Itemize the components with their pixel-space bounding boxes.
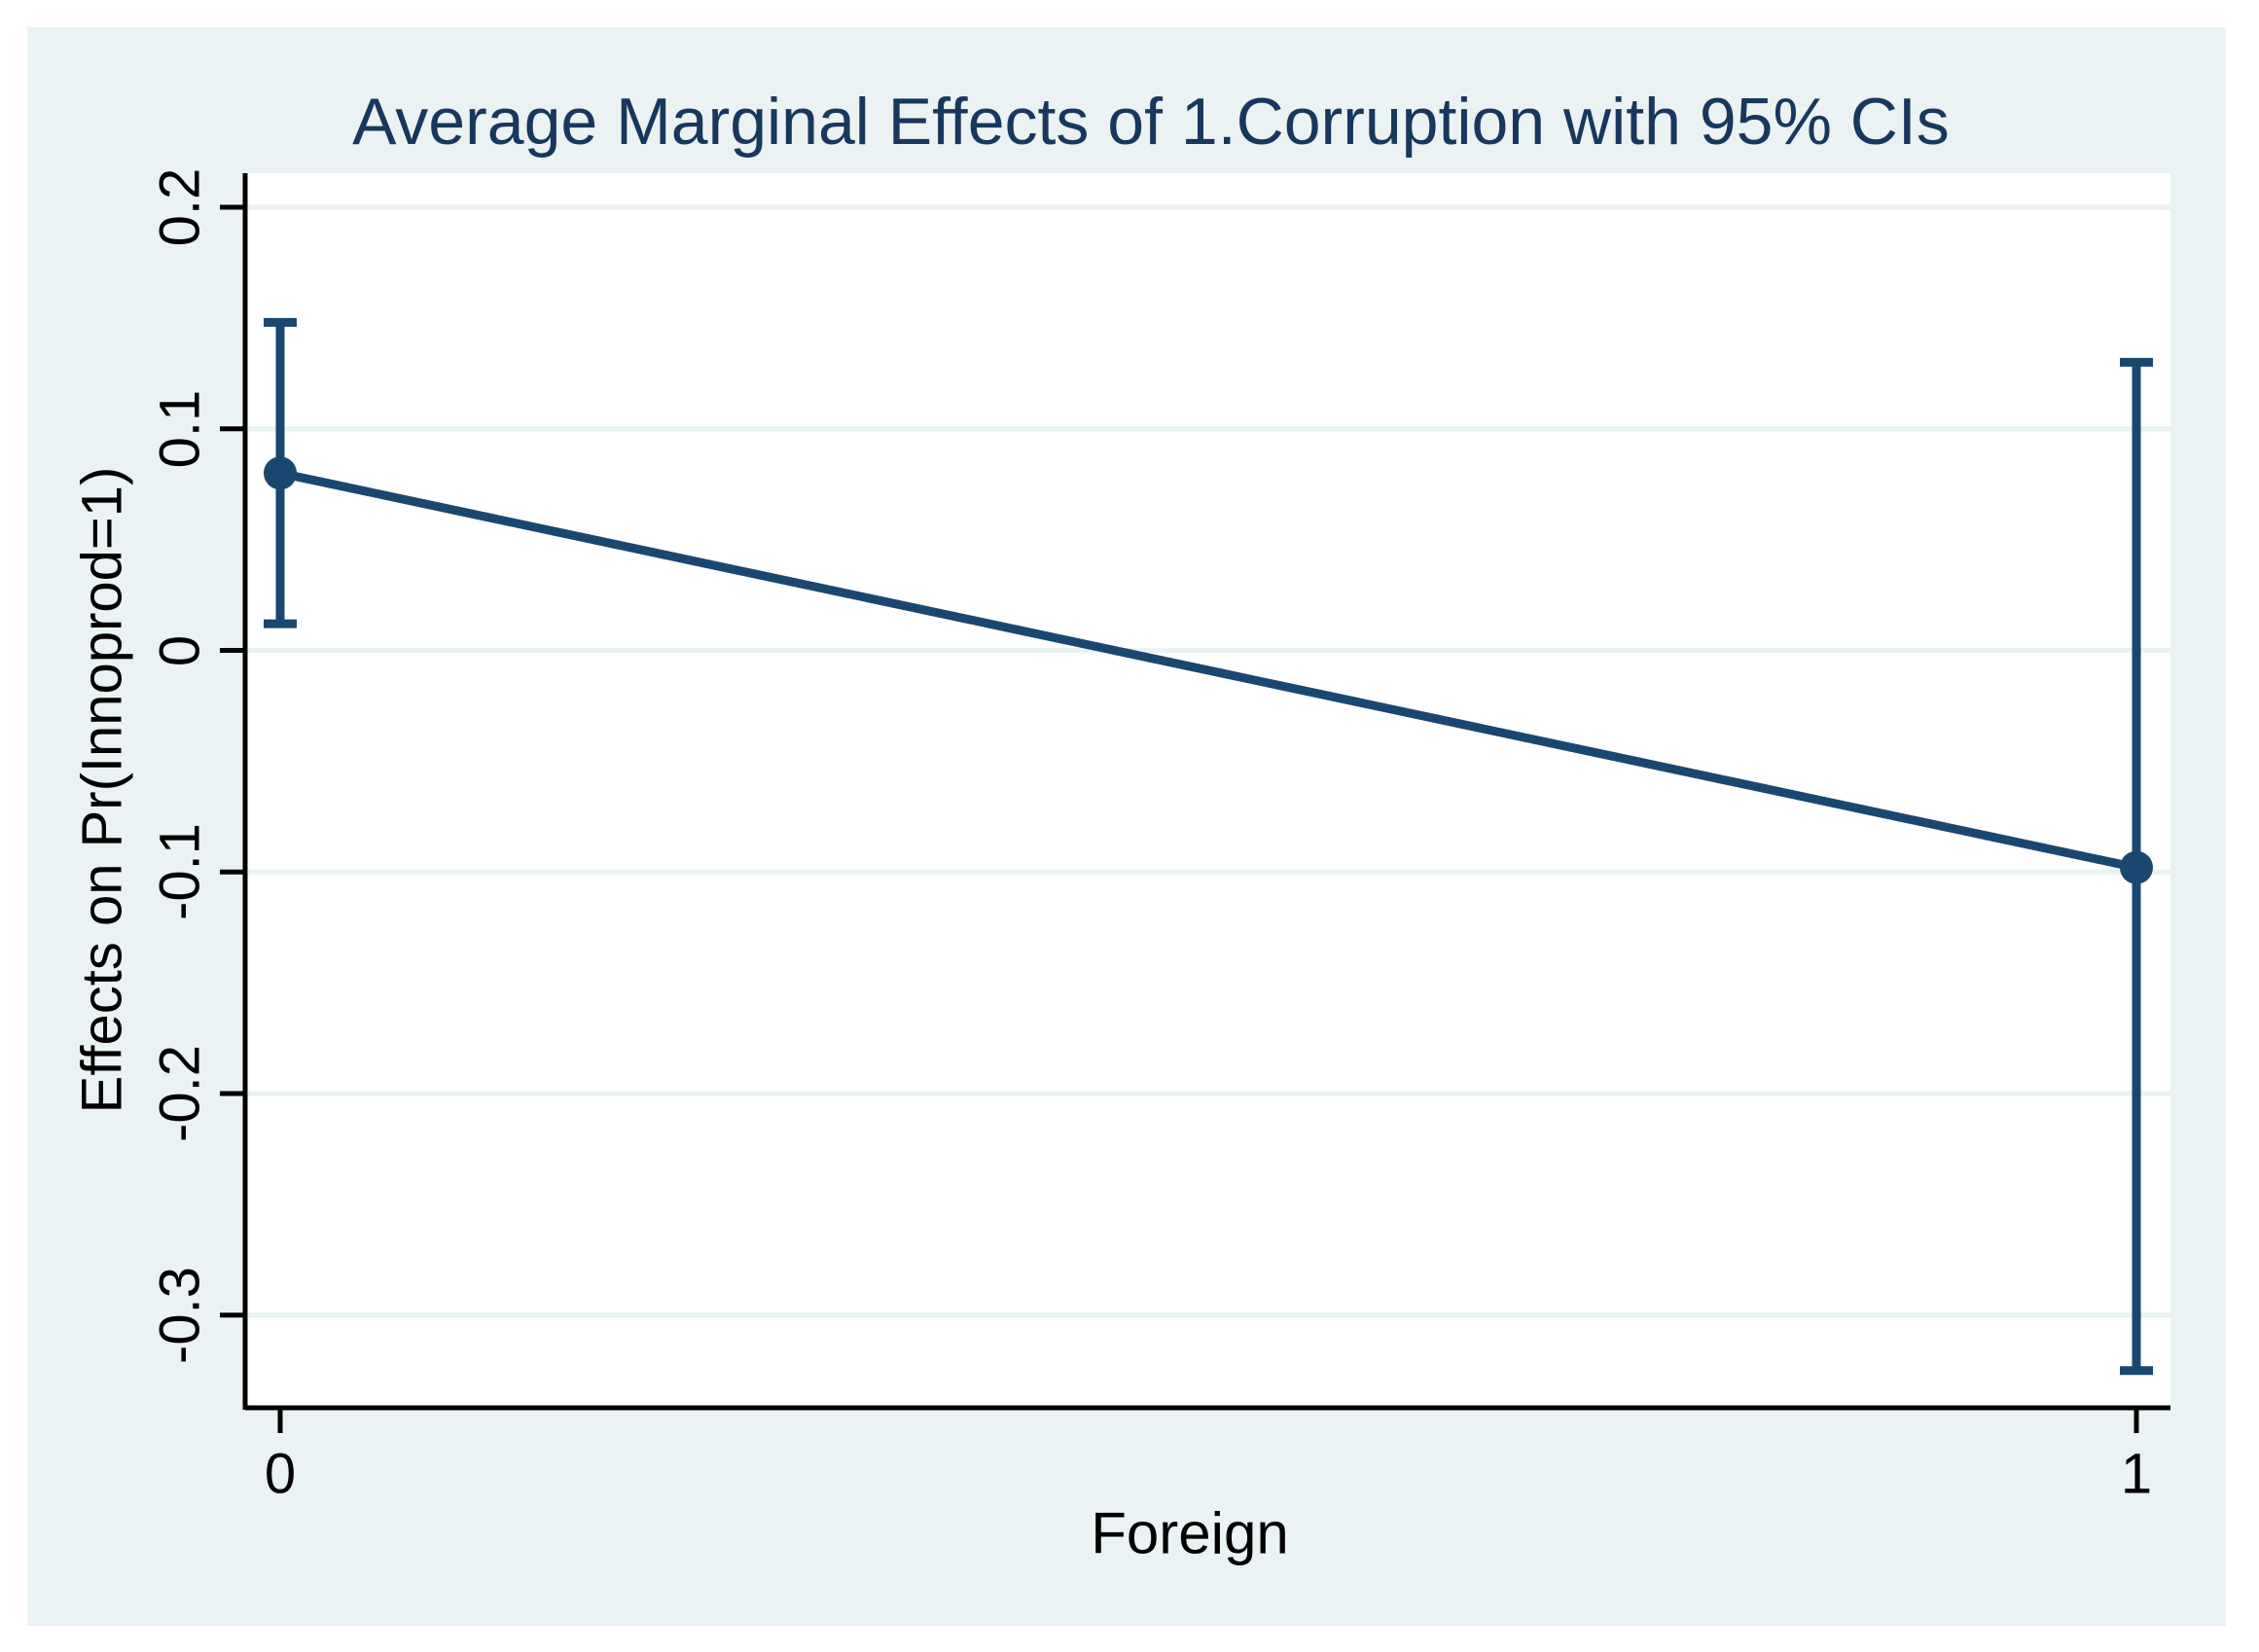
y-tick-label: 0.2: [148, 167, 212, 247]
series-line: [279, 468, 2137, 873]
data-point-marker: [264, 456, 297, 490]
chart-title: Average Marginal Effects of 1.Corruption…: [352, 85, 1950, 159]
graph-canvas: Average Marginal Effects of 1.Corruption…: [27, 27, 2226, 1626]
y-tick-label: -0.2: [148, 1045, 212, 1142]
y-tick-label: -0.3: [148, 1266, 212, 1364]
y-tick-label: 0.1: [148, 389, 212, 469]
x-axis-title: Foreign: [1091, 1500, 1289, 1566]
x-tick-label: 0: [264, 1442, 297, 1506]
x-tick-label: 1: [2120, 1442, 2153, 1506]
y-tick-label: 0: [148, 634, 212, 666]
data-point-marker: [2120, 850, 2153, 884]
margins-plot: [220, 173, 2170, 1433]
y-axis-title: Effects on Pr(Innoprod=1): [70, 466, 134, 1114]
y-tick-label: -0.1: [148, 823, 212, 921]
plot-area: [245, 173, 2170, 1408]
